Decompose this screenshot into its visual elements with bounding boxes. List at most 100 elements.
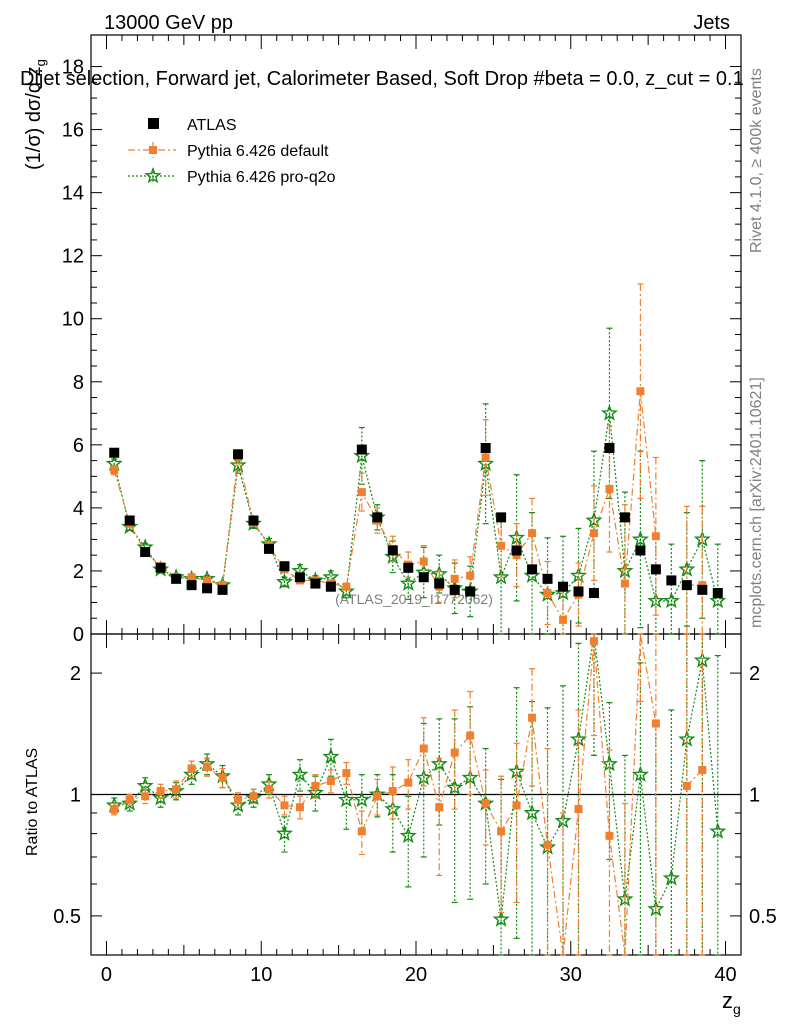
main-point: [523, 566, 541, 583]
ratio-point: [497, 827, 506, 836]
main-point: [573, 586, 584, 597]
x-axis-label-sub: g: [733, 1001, 741, 1017]
ratio-point: [651, 719, 660, 728]
ratio-xtick-label: 0: [101, 964, 112, 986]
ratio-point: [110, 805, 119, 814]
main-point: [651, 532, 660, 541]
main-point: [604, 442, 615, 453]
ratio-xtick-label: 30: [560, 964, 582, 986]
legend-marker: [148, 118, 159, 129]
ratio-point: [466, 731, 475, 740]
main-point: [585, 511, 603, 528]
ratio-point: [709, 822, 727, 839]
ratio-point: [523, 803, 541, 821]
ratio-point: [322, 747, 340, 765]
main-point: [353, 446, 371, 464]
ratio-point: [218, 773, 227, 782]
main-point: [217, 584, 228, 595]
main-point: [554, 584, 572, 601]
main-point: [171, 573, 182, 584]
main-ytick-label: 2: [73, 561, 84, 583]
ratio-point: [492, 910, 510, 927]
ratio-series-line: [113, 633, 657, 956]
main-point: [616, 561, 634, 579]
ratio-ytick-label: 2: [70, 663, 81, 685]
legend-item-pythia-6-426-default: Pythia 6.426 default: [128, 142, 329, 160]
x-axis-label: zg: [722, 988, 741, 1017]
ratio-ytick-label: 1: [70, 785, 81, 807]
main-ytick-label: 18: [62, 57, 84, 79]
main-point: [121, 517, 139, 535]
x-axis-label-text: z: [722, 988, 733, 1013]
ratio-point: [461, 768, 479, 786]
ratio-point: [631, 765, 649, 782]
main-point: [356, 444, 367, 455]
main-ytick-label: 14: [62, 183, 84, 205]
main-point: [492, 568, 510, 585]
legend-marker: [149, 146, 157, 154]
ratio-point: [326, 777, 335, 786]
main-point: [124, 515, 135, 526]
main-point: [588, 588, 599, 599]
legend-label: ATLAS: [187, 117, 237, 134]
main-ylabel-text: (1/σ) dσ/d z: [23, 66, 45, 170]
main-point: [465, 586, 476, 597]
main-point: [481, 453, 490, 462]
main-ytick-label: 16: [62, 120, 84, 142]
main-point: [155, 562, 166, 573]
ratio-xtick-label: 10: [250, 964, 272, 986]
ratio-point: [589, 637, 598, 646]
main-point: [202, 583, 213, 594]
main-point: [325, 581, 336, 592]
main-point: [543, 589, 552, 598]
main-point: [559, 615, 568, 624]
ratio-point: [167, 782, 185, 799]
main-point: [466, 571, 475, 580]
ratio-point: [682, 781, 691, 790]
legend-label: Pythia 6.426 default: [187, 143, 329, 160]
ratio-point: [183, 765, 201, 782]
ratio-point: [450, 748, 459, 757]
ratio-point: [311, 781, 320, 790]
ratio-point: [342, 769, 351, 778]
ratio-ytick-label-right: 2: [749, 663, 760, 685]
ratio-point: [234, 795, 243, 804]
main-point: [187, 573, 196, 582]
main-point: [310, 578, 321, 589]
main-point: [600, 404, 619, 421]
ratio-point: [616, 890, 634, 907]
ratio-point: [430, 755, 448, 772]
main-point: [605, 484, 614, 493]
ratio-point: [203, 762, 212, 771]
main-point: [528, 529, 537, 538]
ratio-point: [275, 824, 294, 841]
main-ytick-label: 10: [62, 309, 84, 331]
ratio-point: [399, 826, 417, 844]
main-point: [681, 580, 692, 591]
legend-marker: [144, 167, 162, 184]
main-point: [399, 574, 417, 591]
main-point: [233, 449, 244, 460]
main-point: [229, 456, 247, 473]
main-ylabel-sub: g: [33, 59, 48, 66]
ratio-ytick-label: 0.5: [53, 906, 81, 928]
ratio-point: [152, 789, 170, 806]
ratio-point: [605, 831, 614, 840]
ratio-point: [512, 801, 521, 810]
ratio-point: [357, 827, 366, 836]
ratio-ytick-label-right: 0.5: [749, 906, 777, 928]
main-point: [294, 572, 305, 583]
main-point: [527, 564, 538, 575]
main-point: [372, 512, 383, 523]
main-point: [263, 543, 274, 554]
ratio-point: [353, 790, 371, 808]
main-point: [110, 466, 119, 475]
main-point: [496, 512, 507, 523]
main-point: [109, 447, 120, 458]
main-point: [449, 584, 460, 595]
main-point: [511, 545, 522, 556]
main-point: [666, 575, 677, 586]
ratio-point: [481, 799, 490, 808]
ratio-xtick-label: 20: [405, 964, 427, 986]
